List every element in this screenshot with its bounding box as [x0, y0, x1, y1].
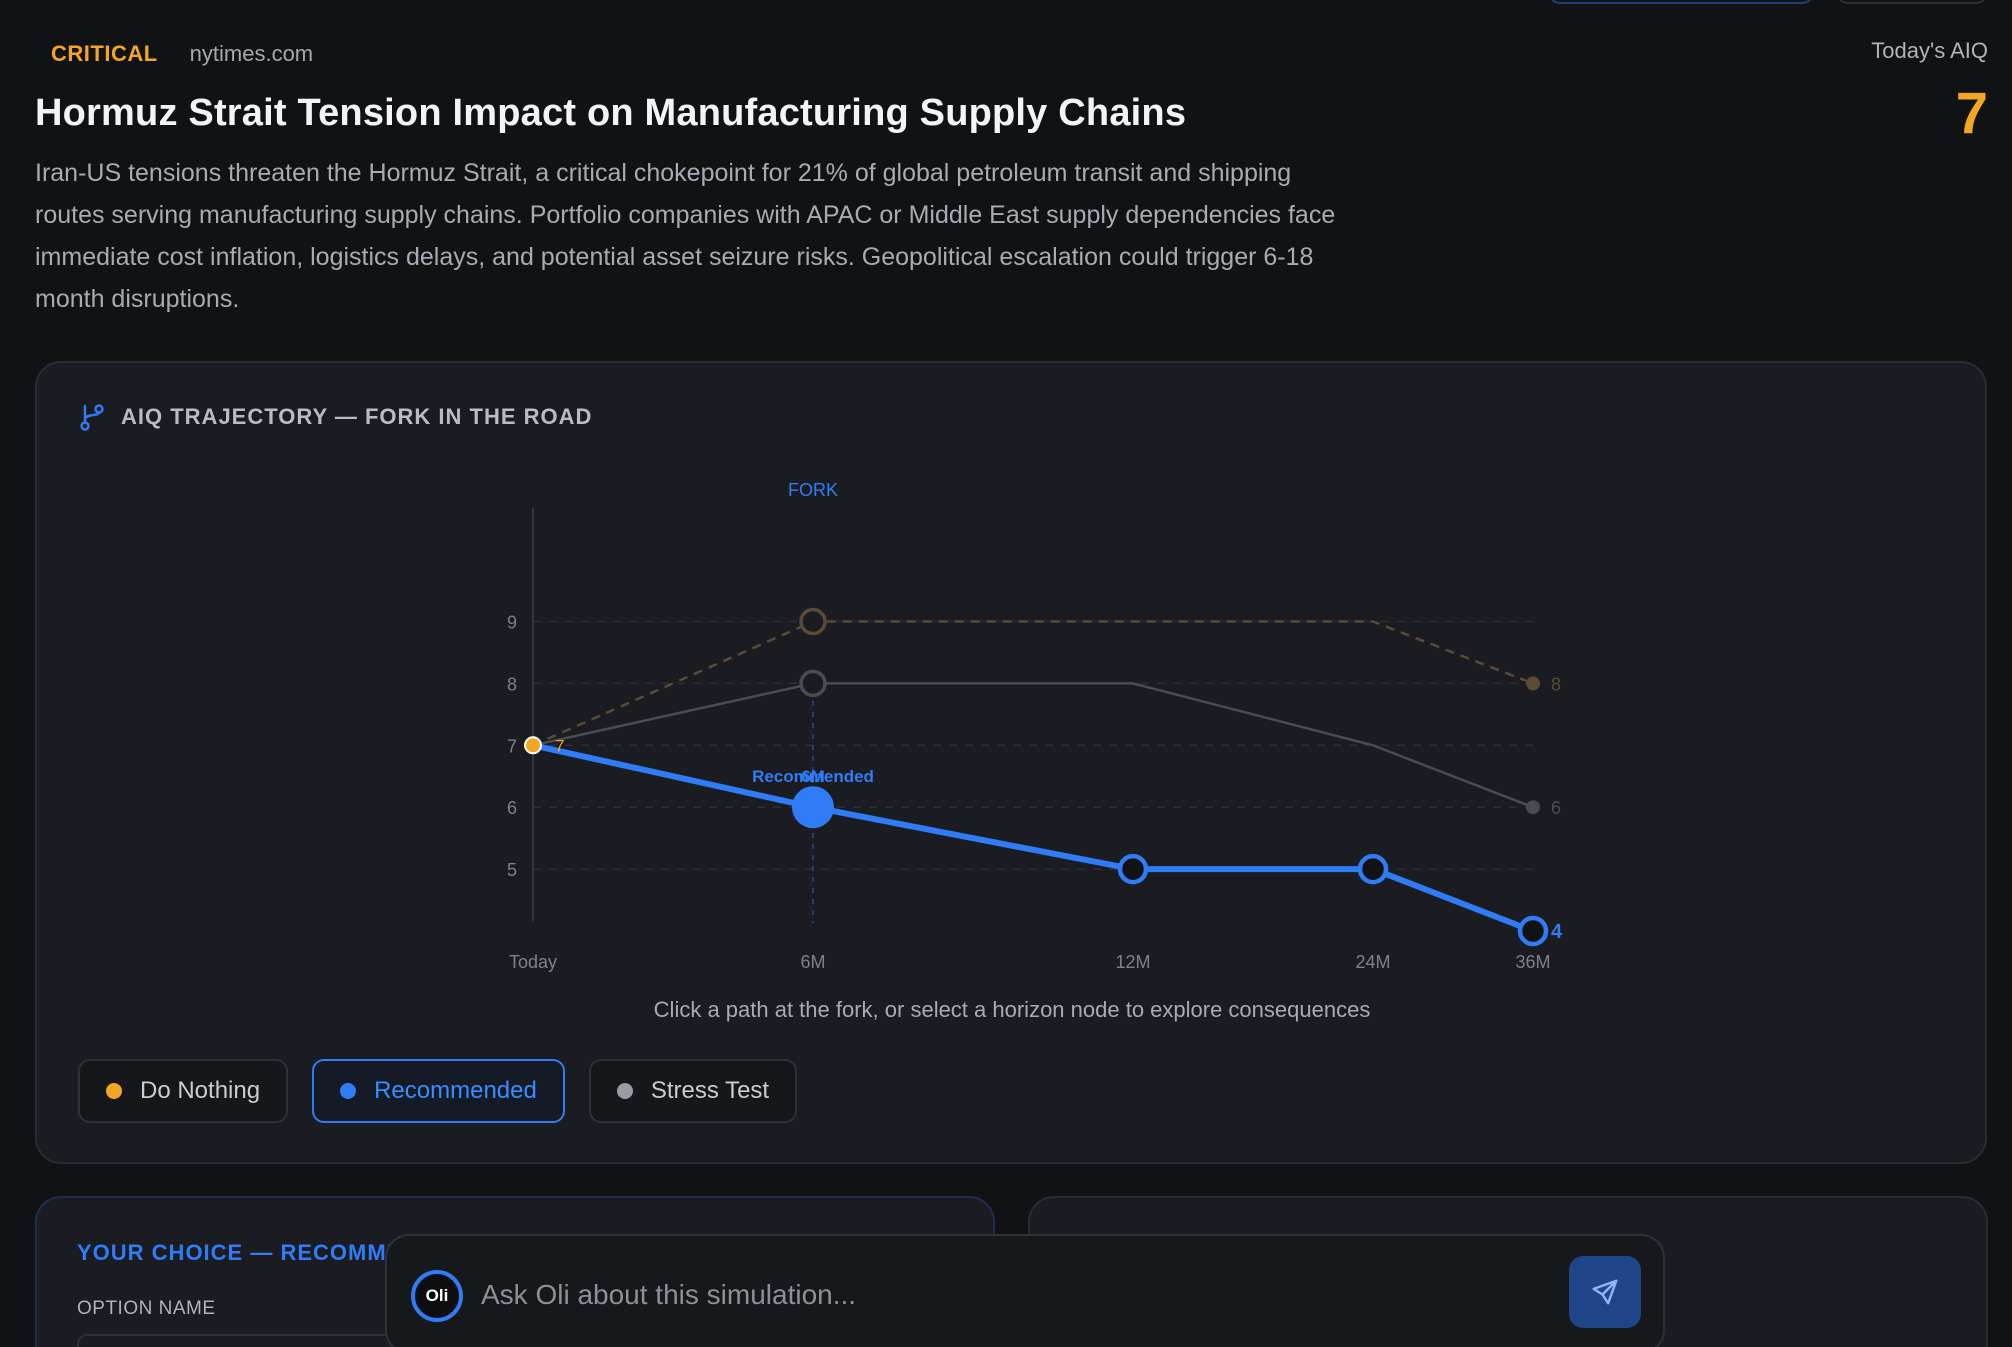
node-recommended[interactable]: [1117, 853, 1149, 885]
legend-recommended-button[interactable]: Recommended: [312, 1059, 565, 1123]
x-tick-label: Today: [509, 952, 557, 972]
trajectory-card-header: AIQ TRAJECTORY — FORK IN THE ROAD: [79, 403, 592, 431]
legend-stress-test-button[interactable]: Stress Test: [588, 1059, 798, 1123]
node-recommended[interactable]: [1357, 853, 1389, 885]
y-tick-label: 5: [507, 860, 517, 880]
path-legend: Do Nothing Recommended Stress Test: [78, 1059, 798, 1123]
aiq-label: Today's AIQ: [1871, 38, 1988, 63]
end-value-label: 4: [1551, 921, 1563, 943]
trajectory-card: AIQ TRAJECTORY — FORK IN THE ROAD 5 6 7 8 9 T…: [35, 361, 1987, 1164]
x-tick-label: 12M: [1115, 952, 1150, 972]
x-tick-label: 6M: [800, 952, 825, 972]
start-value-label: 7: [555, 736, 564, 755]
node-recommended[interactable]: [792, 786, 834, 829]
oli-avatar: Oli: [411, 1270, 463, 1322]
legend-label: Stress Test: [650, 1077, 770, 1104]
node-stress-test[interactable]: [799, 669, 827, 698]
alert-description: Iran-US tensions threaten the Hormuz Str…: [35, 159, 1336, 313]
severity-badge: CRITICAL: [51, 41, 158, 66]
node-label: Recommended: [752, 767, 874, 786]
aiq-value: 7: [1955, 81, 1988, 146]
end-value-label: 8: [1551, 674, 1561, 694]
send-button[interactable]: [1569, 1256, 1641, 1328]
end-value-label: 6: [1551, 798, 1561, 818]
node-do-nothing[interactable]: [799, 607, 827, 636]
legend-do-nothing-button[interactable]: Do Nothing: [78, 1059, 289, 1123]
y-tick-label: 7: [507, 736, 517, 756]
page-title: Hormuz Strait Tension Impact on Manufact…: [35, 92, 1187, 134]
series-line-recommended[interactable]: [532, 742, 1535, 934]
x-tick-label: 24M: [1355, 952, 1390, 972]
source-link[interactable]: nytimes.com: [189, 41, 314, 66]
node-stress-test[interactable]: [1526, 800, 1540, 815]
y-tick-label: 8: [507, 674, 517, 694]
top-tab[interactable]: [1836, 0, 1988, 4]
chart-hint: Click a path at the fork, or select a ho…: [653, 997, 1371, 1022]
node-sub-label: 6M: [801, 767, 825, 786]
legend-dot: [616, 1083, 633, 1099]
ask-oli-input[interactable]: [481, 1266, 1541, 1324]
x-tick-label: 36M: [1515, 952, 1550, 972]
legend-label: Recommended: [374, 1077, 537, 1104]
series-line-do-nothing[interactable]: [532, 620, 1534, 747]
series-line-stress-test[interactable]: [532, 682, 1534, 809]
legend-dot: [340, 1083, 357, 1099]
y-tick-label: 6: [507, 798, 517, 818]
trajectory-card-title: AIQ TRAJECTORY — FORK IN THE ROAD: [121, 404, 593, 429]
y-tick-label: 9: [507, 613, 517, 633]
alert-meta: CRITICAL nytimes.com: [51, 41, 313, 67]
top-tab-active[interactable]: [1548, 0, 1814, 4]
node-recommended[interactable]: [1517, 915, 1549, 947]
start-node[interactable]: [524, 736, 542, 755]
fork-label: FORK: [788, 480, 838, 500]
legend-label: Do Nothing: [140, 1077, 261, 1104]
node-do-nothing[interactable]: [1526, 676, 1540, 691]
legend-dot: [106, 1083, 122, 1099]
option-name-label: OPTION NAME: [77, 1298, 216, 1319]
ask-oli-bar: Oli: [385, 1234, 1665, 1347]
send-icon: [1592, 1279, 1618, 1305]
git-fork-icon: [80, 404, 104, 431]
